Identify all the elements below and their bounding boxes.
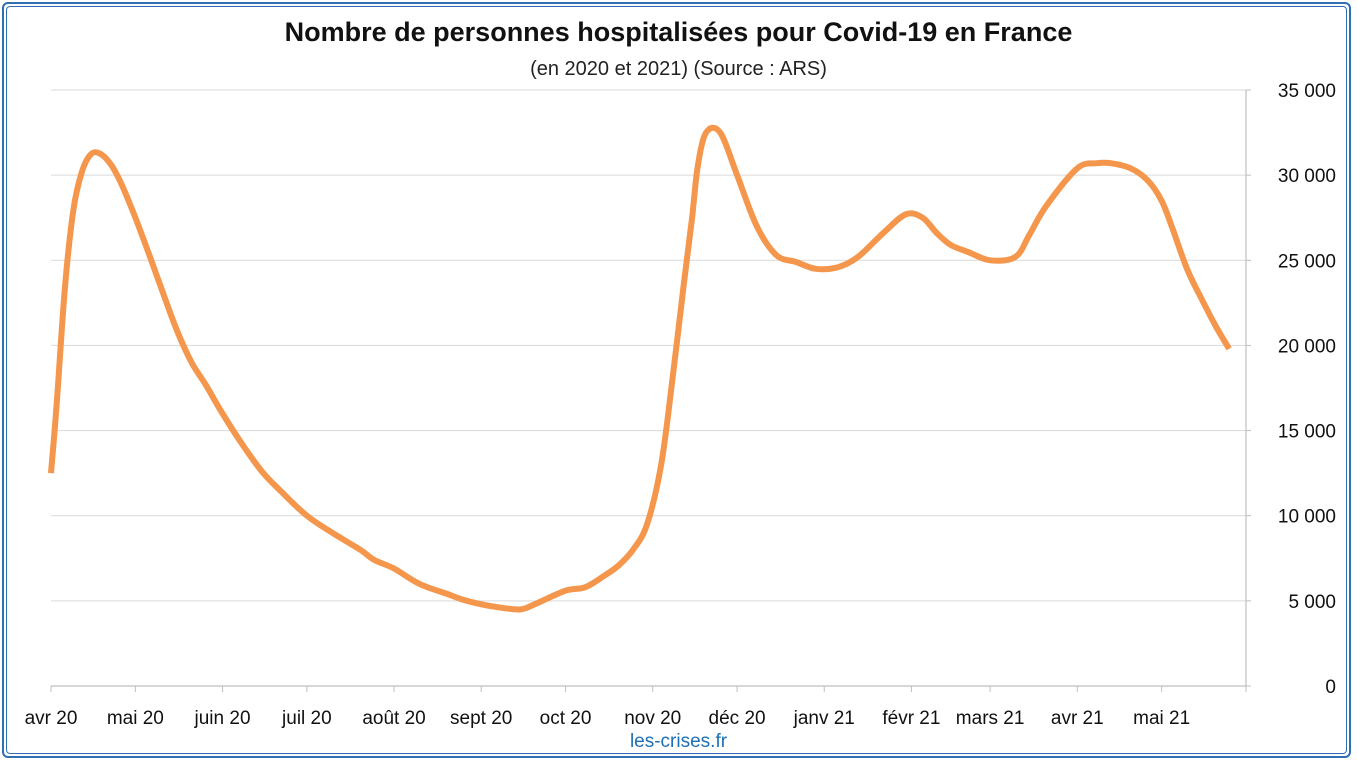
y-tick-label: 0 <box>1325 677 1336 698</box>
y-tick-label: 5 000 <box>1288 592 1336 613</box>
x-tick-label: avr 21 <box>1051 708 1104 729</box>
x-tick-label: oct 20 <box>540 708 592 729</box>
x-tick-label: févr 21 <box>882 708 940 729</box>
x-tick-label: nov 20 <box>624 708 681 729</box>
chart-inner-frame <box>6 6 1347 754</box>
x-tick-label: mai 20 <box>107 708 164 729</box>
series-layer <box>48 124 1232 613</box>
x-tick-label: janv 21 <box>793 708 855 729</box>
y-tick-label: 20 000 <box>1278 336 1336 357</box>
x-tick-label: mai 21 <box>1133 708 1190 729</box>
source-credit: les-crises.fr <box>629 731 728 752</box>
y-tick-label: 25 000 <box>1278 251 1336 272</box>
series-line-hospitalises <box>48 124 1232 613</box>
x-tick-label: juil 20 <box>281 708 332 729</box>
y-tick-label: 30 000 <box>1278 166 1336 187</box>
x-tick-label: déc 20 <box>709 708 766 729</box>
x-tick-label: mars 21 <box>956 708 1025 729</box>
gridlines <box>51 89 1246 602</box>
x-axis-labels: avr 20 mai 20 juin 20 juil 20 août 20 sept 20… <box>25 708 1191 729</box>
x-tick-label: avr 20 <box>25 708 78 729</box>
y-tick-label: 15 000 <box>1278 422 1336 443</box>
chart-subtitle: (en 2020 et 2021) (Source : ARS) <box>530 58 827 80</box>
y-tick-label: 35 000 <box>1278 81 1336 102</box>
y-tick-label: 10 000 <box>1278 507 1336 528</box>
axes <box>50 89 1251 692</box>
x-tick-label: juin 20 <box>194 708 251 729</box>
x-tick-label: sept 20 <box>450 708 512 729</box>
y-axis-labels: 0 5 000 10 000 15 000 20 000 25 000 30 000 35 0… <box>1278 81 1336 698</box>
chart-title: Nombre de personnes hospitalisées pour C… <box>284 17 1073 47</box>
x-tick-label: août 20 <box>362 708 425 729</box>
